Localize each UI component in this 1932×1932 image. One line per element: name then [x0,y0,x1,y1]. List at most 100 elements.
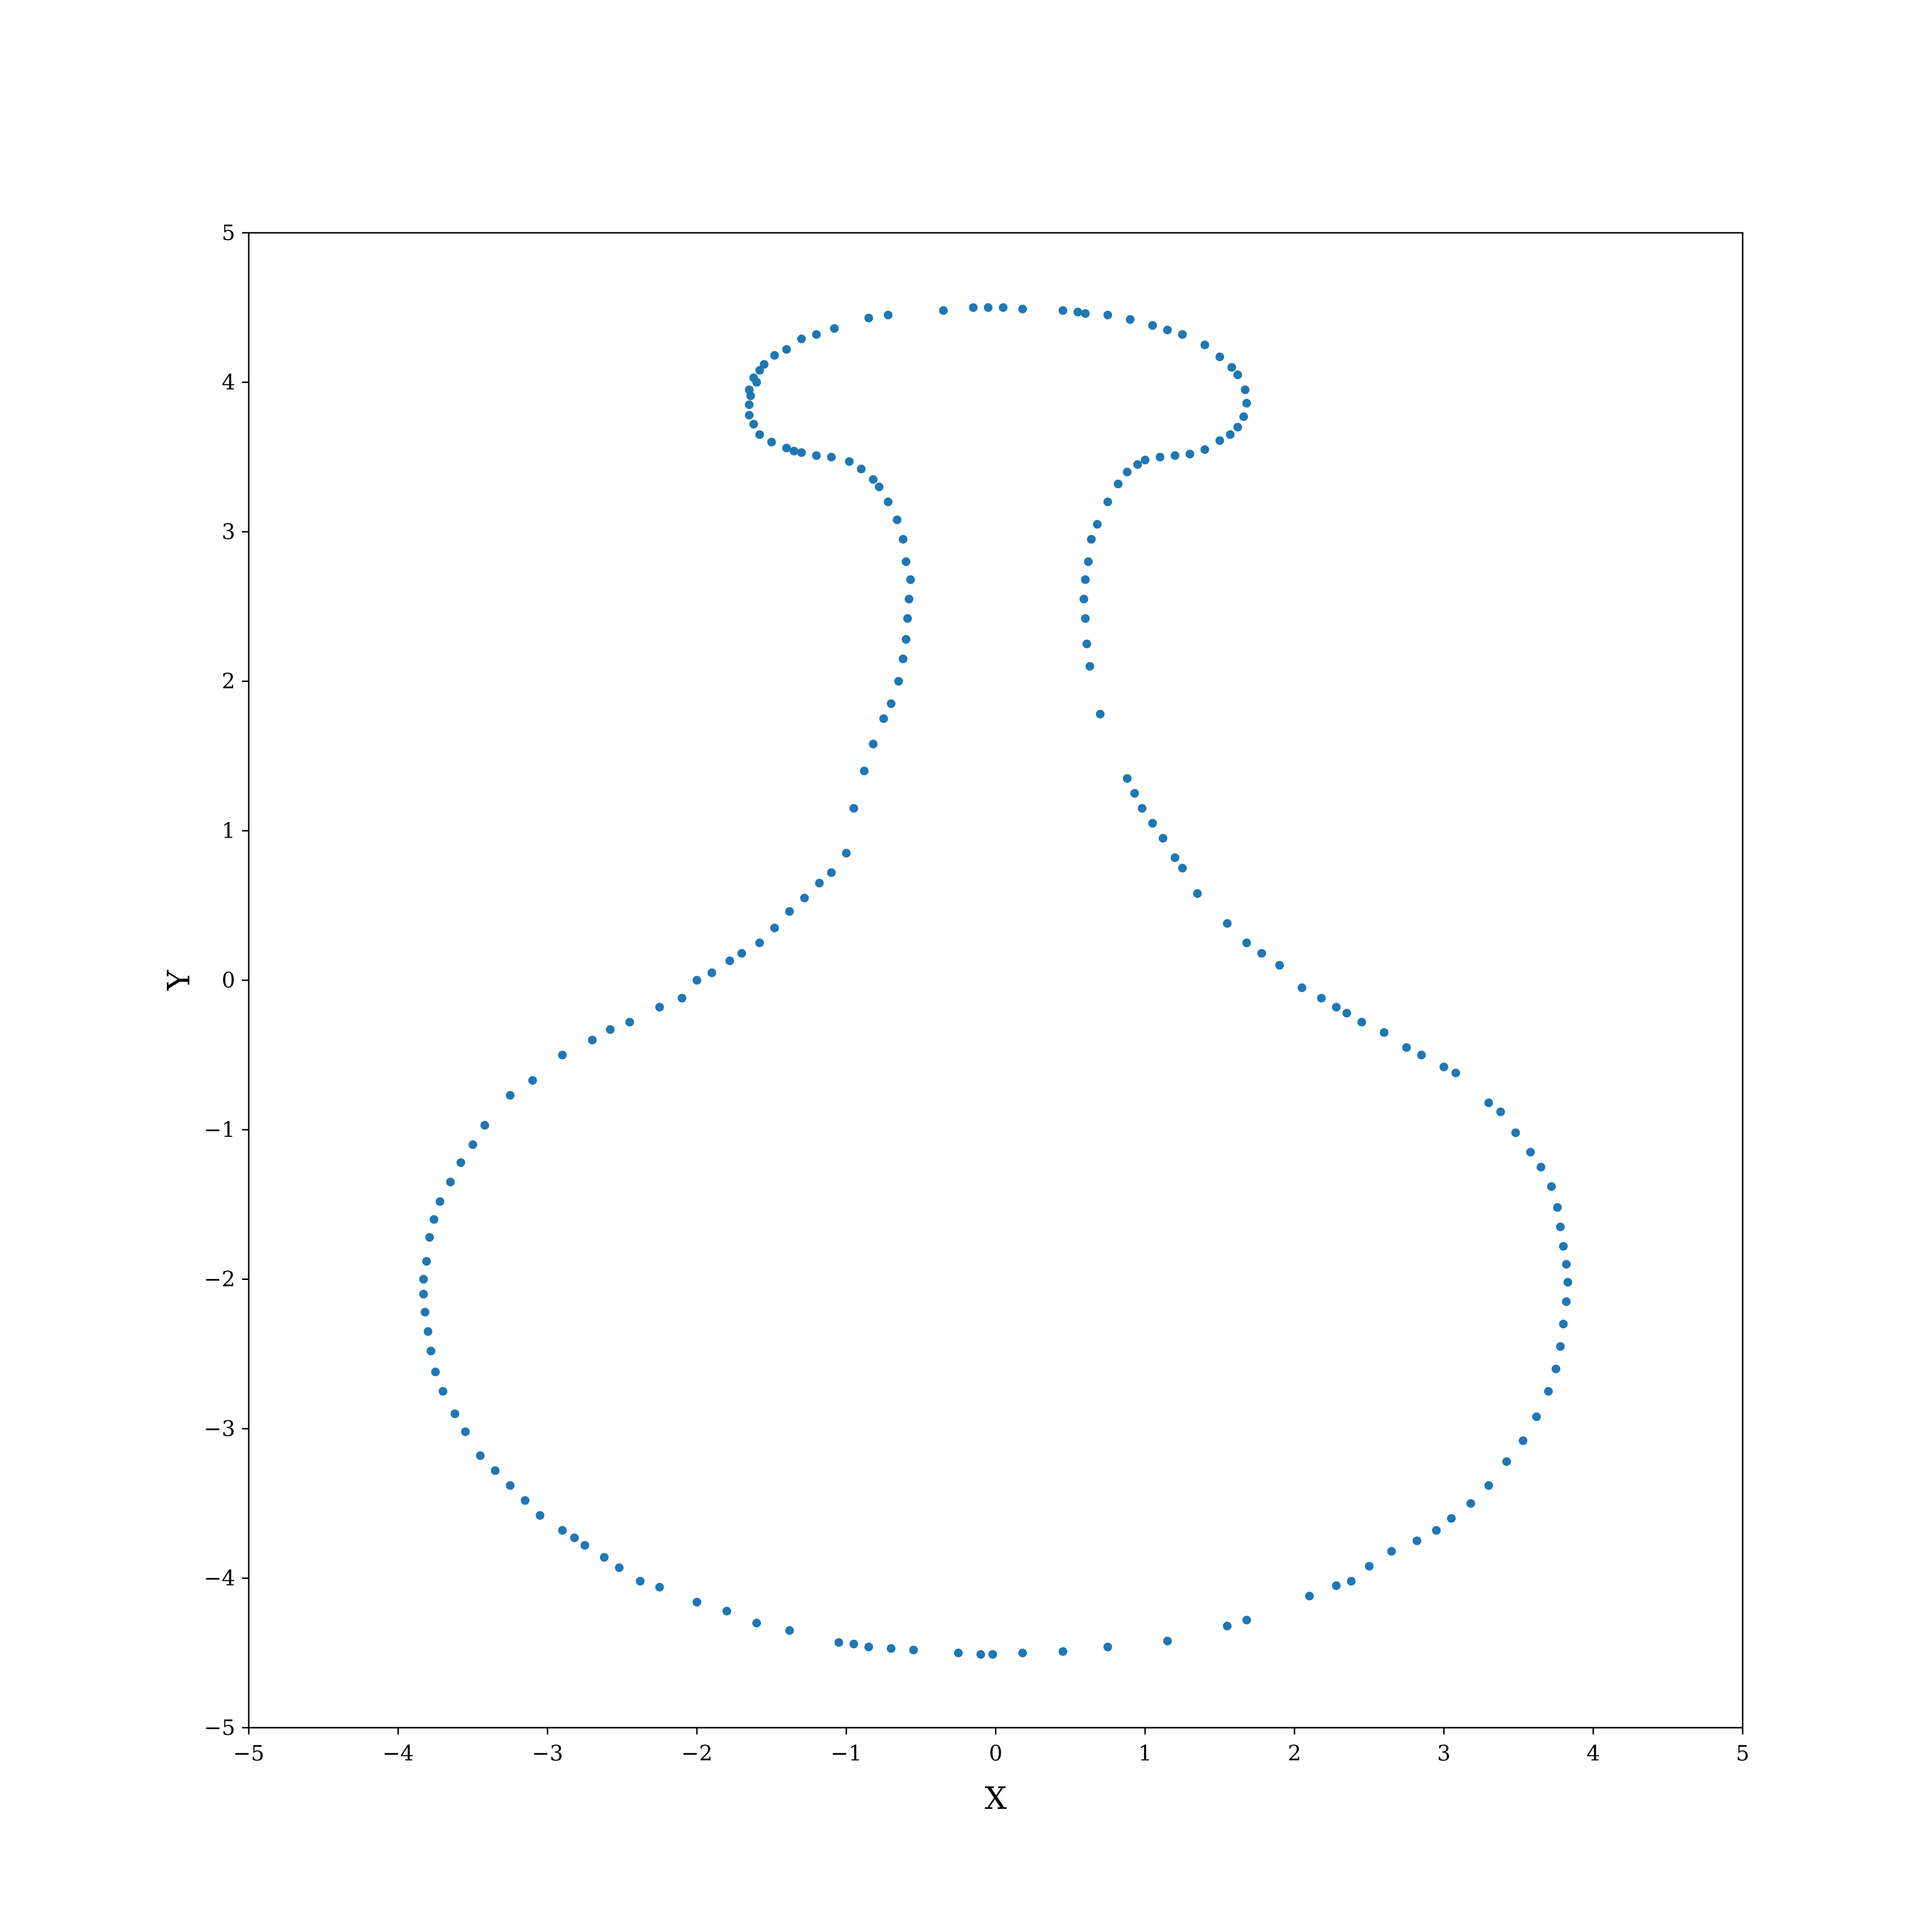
x-tick-label: 0 [989,1741,1003,1766]
data-point [842,849,851,858]
x-tick-label: −1 [831,1741,862,1766]
data-point [1170,853,1179,862]
data-point [976,1650,985,1659]
data-point [883,497,893,507]
data-point [898,535,908,544]
data-point [1379,1028,1389,1037]
data-point [785,907,794,916]
data-point [1297,983,1307,992]
data-point [506,1091,515,1100]
data-point [845,457,854,466]
data-point [1484,1481,1493,1490]
data-point [1547,1182,1556,1191]
x-axis-ticks: −5 −4 −3 −2 −1 0 1 2 3 4 5 [233,1728,1749,1766]
data-point [461,1427,470,1436]
data-point [834,1638,843,1647]
data-point [830,324,839,333]
data-point [1532,1412,1541,1421]
data-point [1357,1018,1366,1027]
data-point [954,1648,963,1658]
x-tick-label: 4 [1587,1741,1600,1766]
data-point [1511,1128,1520,1137]
data-point [588,1036,597,1045]
data-point [901,557,910,566]
data-point [864,1642,873,1651]
data-point [827,453,836,462]
data-point [431,1367,440,1377]
data-point [1080,595,1088,604]
data-point [491,1466,500,1475]
data-point [1347,1577,1356,1586]
data-point [1200,341,1209,350]
data-point [969,303,978,312]
data-point [1122,468,1132,477]
data-point [1193,889,1202,898]
data-point [745,400,754,409]
data-point [1447,1514,1456,1523]
data-point [426,1347,436,1356]
data-point [1170,451,1179,460]
x-tick-label: −4 [383,1741,414,1766]
data-point [625,1018,634,1027]
data-point [860,767,869,776]
data-point [1215,352,1224,361]
data-point [1242,1616,1251,1625]
data-point [1417,1051,1426,1060]
data-point [435,1197,444,1206]
plot-area-frame [248,232,1744,1729]
data-point [909,1646,918,1655]
data-point [1342,1009,1351,1018]
x-tick-label: 2 [1288,1741,1301,1766]
data-point [528,1076,537,1085]
data-point [797,334,806,343]
data-point [789,446,798,455]
data-point [1018,1648,1027,1658]
x-tick-label: −3 [532,1741,563,1766]
data-point [815,879,824,888]
data-point [875,483,884,492]
data-point [1241,385,1250,394]
data-point [1178,864,1187,873]
data-point [1332,1003,1341,1012]
data-point [636,1577,645,1586]
data-point [1084,557,1093,566]
data-point [1148,321,1157,330]
data-point [600,1553,609,1562]
data-point [707,968,716,977]
data-point [1559,1320,1568,1329]
data-point [887,699,895,708]
data-point [429,1215,439,1224]
data-point [1432,1526,1441,1535]
data-point [1553,1203,1562,1212]
data-point [782,443,791,453]
data-point [797,448,806,457]
x-axis-label: X [985,1781,1007,1817]
data-point [1148,819,1157,828]
data-point [422,1257,431,1266]
data-point [894,677,903,686]
data-point [1551,1364,1561,1374]
x-tick-label: 1 [1138,1741,1152,1766]
data-point [469,1140,477,1149]
x-tick-label: 3 [1437,1741,1450,1766]
data-point [1058,1647,1067,1656]
data-point [1081,309,1090,318]
data-point [812,451,821,460]
data-point [906,575,915,584]
data-point [1133,460,1142,469]
data-point [1332,1581,1341,1590]
data-point [1544,1387,1553,1396]
data-point [770,351,779,360]
data-point [1227,363,1236,372]
data-point [1387,1547,1396,1556]
data-point [770,923,779,933]
data-point [849,1639,858,1648]
data-point [476,1451,485,1460]
data-point [1093,520,1102,529]
data-point [1242,398,1251,408]
data-point [1412,1536,1421,1546]
data-point [1185,450,1194,459]
data-point [1562,1260,1571,1269]
data-point [1496,1107,1505,1116]
